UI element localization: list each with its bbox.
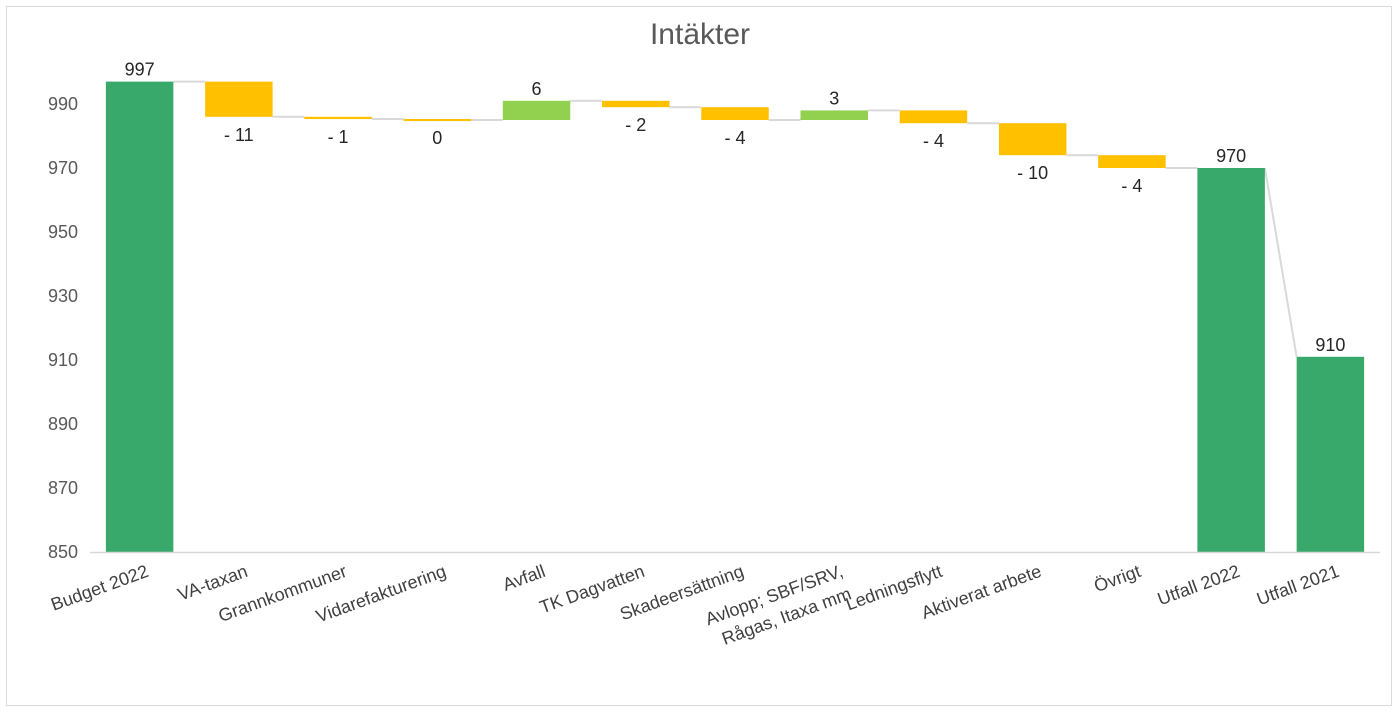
- x-tick-label: Utfall 2022: [1155, 561, 1243, 609]
- connector-line: [1263, 167, 1298, 357]
- bars: [105, 81, 1365, 552]
- bar-total: [1197, 168, 1265, 552]
- y-tick-label: 850: [48, 542, 78, 562]
- bar-decrease: [1098, 155, 1166, 168]
- bar-decrease: [602, 100, 670, 108]
- bar-total: [105, 81, 174, 552]
- y-tick-label: 870: [48, 478, 78, 498]
- bar-decrease: [205, 81, 273, 117]
- data-label: - 1: [328, 127, 349, 147]
- bar-decrease: [899, 110, 968, 124]
- bar-increase: [800, 110, 868, 120]
- bar-decrease: [304, 116, 372, 120]
- x-tick-label: Avfall: [500, 561, 548, 595]
- y-tick-label: 930: [48, 286, 78, 306]
- data-label: - 4: [724, 128, 745, 148]
- y-tick-label: 890: [48, 414, 78, 434]
- connector-lines: [173, 80, 1298, 357]
- data-label: 910: [1315, 335, 1345, 355]
- data-label: 997: [125, 60, 155, 80]
- x-tick-label: Övrigt: [1091, 561, 1143, 596]
- data-label: 0: [432, 128, 442, 148]
- x-tick-label: Utfall 2021: [1254, 561, 1342, 609]
- y-tick-label: 990: [48, 94, 78, 114]
- chart-title: Intäkter: [649, 18, 751, 51]
- bar-total: [1296, 356, 1365, 552]
- x-tick-label: Budget 2022: [48, 561, 151, 615]
- y-tick-label: 950: [48, 222, 78, 242]
- data-label: - 4: [923, 131, 944, 151]
- data-label: - 11: [224, 125, 254, 145]
- y-tick-label: 910: [48, 350, 78, 370]
- bar-decrease: [701, 107, 769, 120]
- bar-decrease: [403, 119, 472, 122]
- data-label: 3: [829, 88, 839, 108]
- bar-increase: [502, 100, 571, 120]
- data-label: - 10: [1017, 163, 1048, 183]
- data-label: - 4: [1121, 176, 1142, 196]
- y-tick-label: 970: [48, 158, 78, 178]
- y-axis-ticks: 850 870 890 910 930 950 970 990: [48, 94, 78, 562]
- x-axis-labels: Budget 2022 VA-taxanGrannkommunerVidarefa…: [48, 561, 1342, 649]
- data-label: 970: [1216, 146, 1246, 166]
- chart-frame: [6, 6, 1392, 706]
- data-label: - 2: [625, 115, 646, 135]
- bar-decrease: [998, 123, 1067, 156]
- data-label: 6: [532, 79, 542, 99]
